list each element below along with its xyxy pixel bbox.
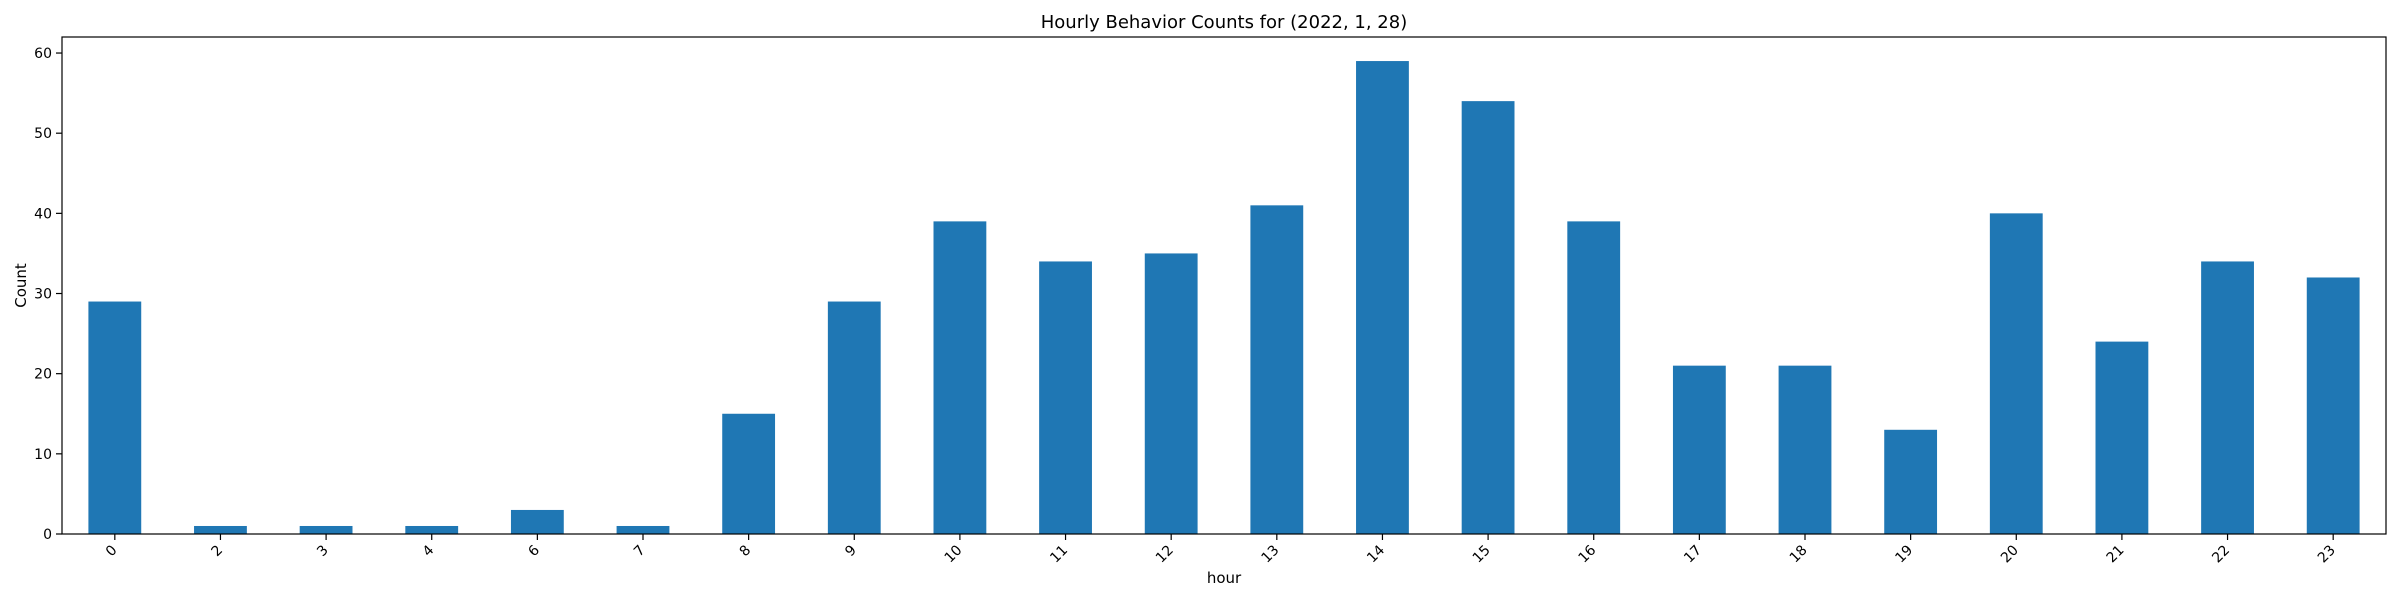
x-tick-label: 9: [842, 542, 860, 560]
y-tick-label: 20: [34, 367, 52, 383]
bar-hour-11: [1039, 261, 1092, 534]
y-axis: 0 10 20 30 40 50 60: [34, 46, 62, 543]
x-tick-label: 14: [1364, 542, 1388, 566]
bar-hour-8: [722, 413, 776, 534]
y-tick-label: 30: [34, 287, 52, 303]
bar-hour-17: [1672, 365, 1726, 534]
x-tick-label: 11: [1047, 542, 1071, 566]
bar-hour-4: [405, 525, 459, 534]
bar-hour-13: [1250, 205, 1304, 534]
bar-hour-3: [299, 525, 353, 534]
bars-group: [88, 61, 2360, 535]
bar-hour-20: [1989, 213, 2043, 534]
bar-hour-2: [194, 525, 247, 534]
y-axis-label: Count: [12, 263, 30, 308]
bar-hour-10: [933, 221, 987, 534]
x-tick-label: 20: [1998, 542, 2022, 566]
bar-hour-23: [2306, 277, 2360, 534]
x-tick-label: 17: [1681, 542, 1705, 566]
bar-hour-6: [510, 509, 564, 534]
x-tick-label: 8: [737, 542, 755, 560]
y-tick-label: 50: [34, 126, 52, 142]
x-tick-label: 2: [208, 542, 226, 560]
x-tick-label: 13: [1259, 542, 1283, 566]
x-tick-label: 7: [631, 542, 649, 560]
bar-hour-22: [2201, 261, 2254, 534]
bar-hour-9: [827, 301, 881, 534]
x-tick-label: 10: [942, 542, 966, 566]
x-tick-label: 0: [103, 542, 121, 560]
x-tick-label: 23: [2315, 542, 2339, 566]
bar-hour-12: [1144, 253, 1198, 534]
chart-title: Hourly Behavior Counts for (2022, 1, 28): [1041, 12, 1408, 33]
bar-hour-16: [1567, 221, 1621, 534]
bar-hour-21: [2095, 341, 2149, 534]
x-tick-label: 18: [1787, 542, 1811, 566]
bar-hour-19: [1884, 429, 1938, 534]
bar-hour-14: [1356, 61, 1409, 534]
x-axis: 0 2 3 4 6 7 8 9 10 11 12 13 14 15 16 17 18 19 20 21 22 23: [103, 534, 2339, 566]
y-tick-label: 10: [34, 447, 52, 463]
x-tick-label: 21: [2104, 542, 2128, 566]
x-tick-label: 12: [1153, 542, 1177, 566]
x-tick-label: 4: [420, 542, 438, 560]
y-tick-label: 40: [34, 206, 52, 222]
x-tick-label: 6: [525, 542, 543, 560]
y-tick-label: 60: [34, 46, 52, 62]
x-tick-label: 3: [314, 542, 332, 560]
y-tick-label: 0: [43, 527, 52, 543]
bar-hour-15: [1461, 101, 1515, 535]
bar-hour-18: [1778, 365, 1832, 534]
plot-frame: [61, 36, 2387, 535]
x-axis-label: hour: [1207, 569, 1242, 587]
x-tick-label: 15: [1470, 542, 1494, 566]
x-tick-label: 19: [1892, 542, 1916, 566]
bar-hour-7: [616, 525, 670, 534]
x-tick-label: 16: [1575, 542, 1599, 566]
bar-hour-0: [88, 301, 142, 534]
x-tick-label: 22: [2209, 542, 2233, 566]
